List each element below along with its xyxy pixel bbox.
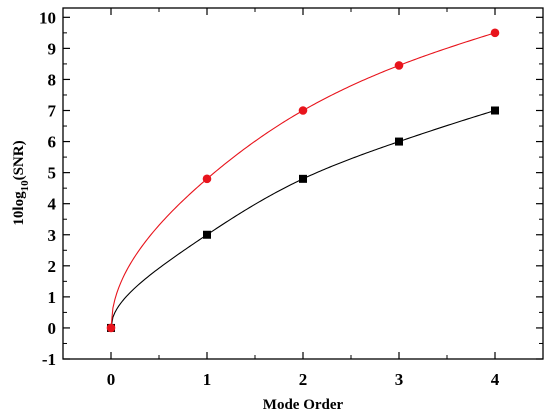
y-axis-title-prefix: 10log <box>11 191 27 226</box>
y-tick-label: 7 <box>48 102 57 121</box>
series-2-point <box>395 137 403 146</box>
y-axis-title-subscript: 10 <box>19 180 31 192</box>
x-tick-label: 1 <box>203 370 212 389</box>
y-tick-label: 1 <box>48 288 57 307</box>
y-ticks: -1 0 1 2 3 4 5 6 7 8 9 10 <box>39 8 543 369</box>
x-tick-label: 3 <box>395 370 404 389</box>
y-tick-label: 3 <box>48 226 57 245</box>
y-tick-label: 10 <box>39 8 56 27</box>
series-1-point <box>106 323 116 333</box>
y-tick-label: -1 <box>42 350 56 369</box>
y-tick-label: 5 <box>48 164 57 183</box>
x-ticks: 0 1 2 3 4 <box>107 8 500 389</box>
series-layer <box>106 28 500 333</box>
y-tick-label: 2 <box>48 257 57 276</box>
series-2-point <box>203 230 211 239</box>
series-2-point <box>299 174 307 183</box>
x-tick-label: 2 <box>299 370 308 389</box>
y-axis-title: 10log10(SNR) <box>11 140 31 225</box>
x-tick-label: 0 <box>107 370 116 389</box>
y-tick-label: 4 <box>48 195 57 214</box>
y-axis-title-suffix: (SNR) <box>11 140 27 180</box>
series-1-point <box>394 61 404 70</box>
series-1-point <box>298 106 308 115</box>
y-tick-label: 6 <box>48 133 57 152</box>
series-1-point <box>202 174 212 184</box>
x-axis-title: Mode Order <box>263 397 344 413</box>
y-tick-label: 8 <box>48 70 57 89</box>
series-1-point <box>490 28 500 38</box>
series-2-point <box>491 106 499 115</box>
y-tick-label: 0 <box>48 319 57 338</box>
plot-frame <box>62 7 544 360</box>
series-2-curve <box>110 109 496 329</box>
x-tick-label: 4 <box>491 370 500 389</box>
y-tick-label: 9 <box>48 39 57 58</box>
